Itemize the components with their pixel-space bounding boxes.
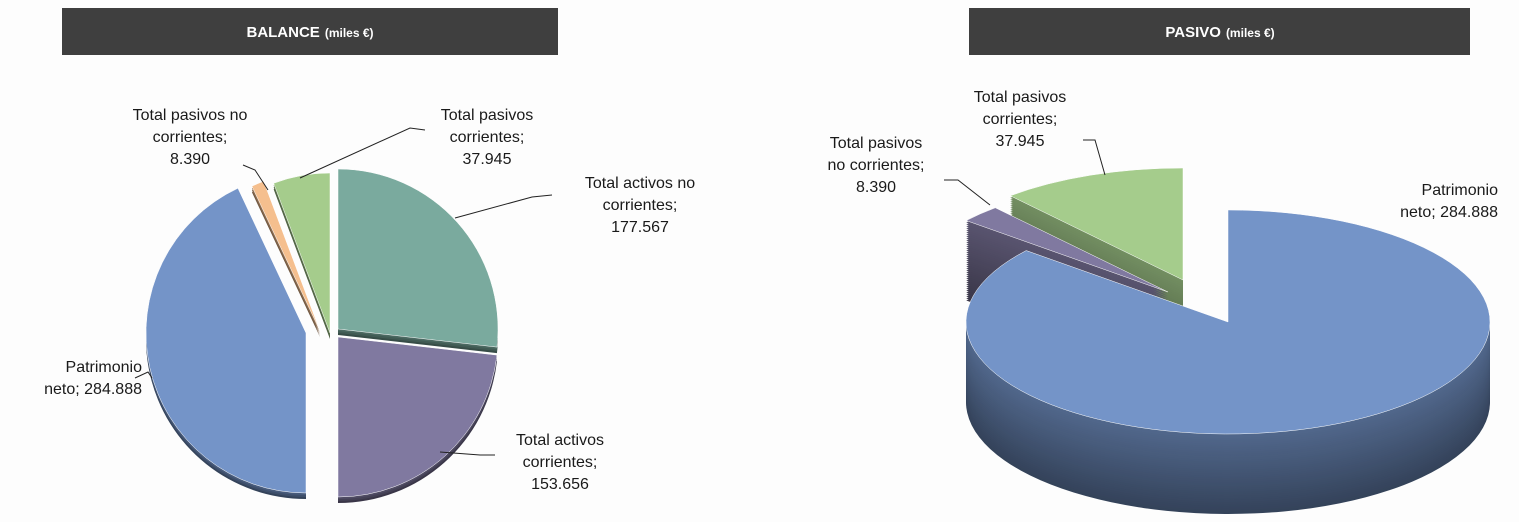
label-line: 153.656: [531, 476, 589, 493]
title-box: [969, 8, 1470, 55]
label-line: 8.390: [170, 151, 210, 168]
pie-slice: [145, 187, 307, 494]
label-line: corrientes;: [523, 454, 598, 471]
data-label: Total pasivos no corrientes; 8.390: [828, 135, 925, 196]
pie-slice: [1009, 167, 1184, 281]
title-unit: (miles €): [1226, 26, 1275, 40]
label-line: Total pasivos: [830, 135, 923, 152]
title-main: PASIVO: [1165, 24, 1221, 41]
pie-slice: [965, 209, 1491, 435]
label-line: neto; 284.888: [44, 381, 142, 398]
pie-slice: [337, 168, 499, 348]
leader-line: [454, 194, 553, 219]
data-label: Total pasivos corrientes; 37.945: [974, 89, 1067, 150]
data-label: Patrimonio neto; 284.888: [44, 359, 142, 398]
pie-slice: [251, 180, 321, 332]
label-line: Total activos no: [585, 175, 695, 192]
label-line: 177.567: [611, 219, 669, 236]
label-line: Patrimonio: [66, 359, 143, 376]
label-line: corrientes;: [153, 129, 228, 146]
label-line: corrientes;: [450, 129, 525, 146]
title-main: BALANCE: [246, 24, 319, 41]
data-label: Total pasivos no corrientes; 8.390: [133, 107, 248, 168]
label-line: Patrimonio: [1422, 182, 1499, 199]
data-label: Total activos no corrientes; 177.567: [585, 175, 695, 236]
leader-line: [242, 164, 269, 191]
label-line: 37.945: [463, 151, 512, 168]
label-line: 37.945: [996, 133, 1045, 150]
title-box: [62, 8, 558, 55]
label-line: no corrientes;: [828, 157, 925, 174]
pie-slice: [337, 336, 498, 498]
data-label: Total pasivos corrientes; 37.945: [441, 107, 534, 168]
label-line: Total activos: [516, 432, 604, 449]
chart-title: PASIVO (miles €): [1165, 24, 1274, 41]
label-line: 8.390: [856, 179, 896, 196]
label-line: Total pasivos: [974, 89, 1067, 106]
leader-line: [439, 451, 495, 456]
label-line: Total pasivos: [441, 107, 534, 124]
pie-slice: [273, 172, 331, 334]
leader-line: [1083, 139, 1106, 176]
leader-line: [134, 371, 153, 379]
label-line: neto; 284.888: [1400, 204, 1498, 221]
title-unit: (miles €): [325, 26, 374, 40]
label-line: Total pasivos no: [133, 107, 248, 124]
data-label: Patrimonio neto; 284.888: [1400, 182, 1498, 221]
label-line: corrientes;: [983, 111, 1058, 128]
chart-title: BALANCE (miles €): [246, 24, 373, 41]
leader-line: [944, 179, 991, 206]
label-line: corrientes;: [603, 197, 678, 214]
leader-line: [299, 127, 426, 179]
pie-slice: [965, 207, 1169, 293]
data-label: Total activos corrientes; 153.656: [516, 432, 604, 493]
